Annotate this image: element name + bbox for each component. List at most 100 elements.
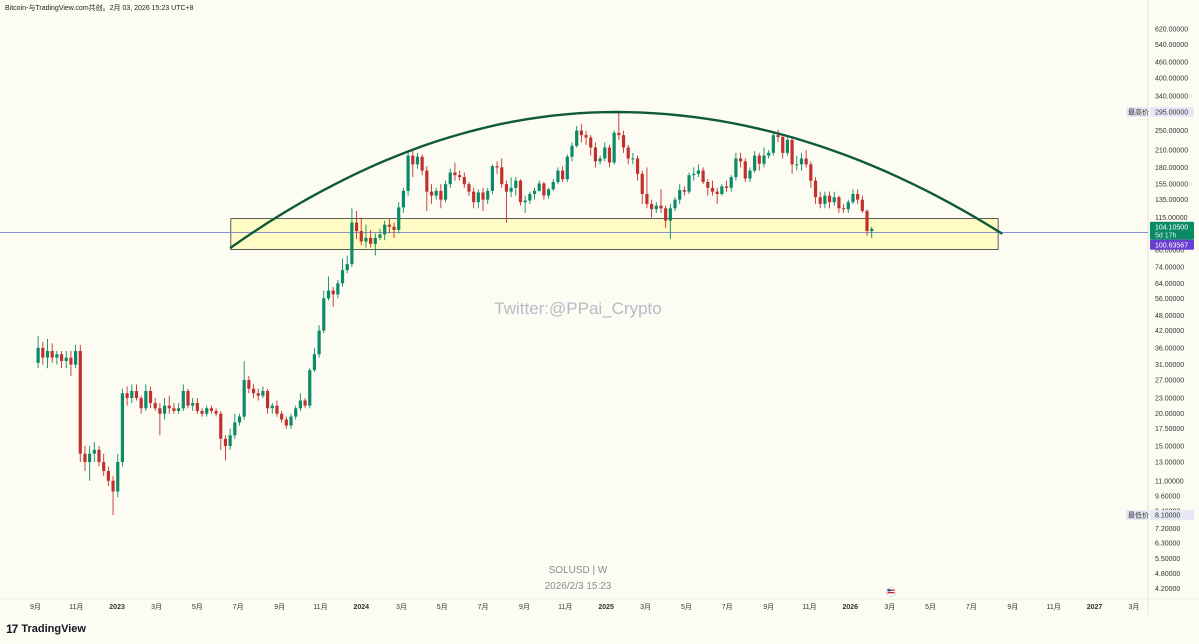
candle-body: [387, 224, 391, 227]
candle-body: [167, 405, 171, 409]
candle-body: [191, 403, 195, 406]
watermark-datetime: 2026/2/3 15:23: [545, 581, 612, 592]
time-tick-label: 3月: [640, 603, 651, 611]
last-price-countdown: 5d 17h: [1155, 232, 1177, 239]
candle-body: [195, 403, 199, 411]
price-tick-label: 6.30000: [1155, 541, 1180, 548]
tradingview-logo[interactable]: 17 TradingView: [6, 622, 86, 636]
price-tick-label: 9.60000: [1155, 494, 1180, 501]
candle-body: [851, 193, 855, 203]
chart-title: Bitcoin-与TradingView.com共创。2月 03, 2026 1…: [5, 5, 194, 12]
candle-body: [69, 357, 73, 365]
support-zone[interactable]: [230, 218, 999, 250]
candle-body: [139, 398, 143, 409]
candle-body: [678, 190, 682, 200]
time-tick-label: 2023: [109, 604, 125, 611]
arc-drawing[interactable]: [229, 110, 1003, 249]
candle-body: [359, 231, 363, 242]
candle-body: [865, 211, 869, 232]
candle-body: [823, 195, 827, 204]
candle-body: [186, 390, 190, 406]
candle-body: [631, 158, 635, 160]
price-tick-label: 17.50000: [1155, 426, 1184, 433]
level-price-value: 100.63567: [1155, 242, 1188, 249]
watermark-group: Twitter:@PPai_Crypto SOLUSD | W 2026/2/3…: [494, 299, 661, 592]
candle-body: [448, 172, 452, 185]
price-tick-label: 4.20000: [1155, 586, 1180, 593]
candle-body: [860, 199, 864, 212]
candle-body: [373, 237, 377, 244]
time-tick-label: 9月: [1007, 603, 1018, 611]
candle-body: [45, 350, 50, 358]
candle-body: [294, 408, 298, 417]
time-tick-label: 9月: [274, 603, 285, 611]
candle-body: [532, 190, 537, 194]
candle-body: [200, 410, 204, 414]
candle-body: [214, 410, 218, 414]
candle-body: [364, 237, 368, 242]
price-tick-label: 27.00000: [1155, 378, 1184, 385]
candle-body: [645, 193, 649, 204]
candle-body: [462, 177, 466, 185]
flag-icon[interactable]: [886, 587, 896, 597]
price-tick-label: 20.00000: [1155, 411, 1184, 418]
candle-body: [312, 354, 317, 371]
candle-body: [317, 330, 321, 355]
candle-body: [724, 186, 729, 188]
candle-body: [228, 435, 232, 446]
candle-body: [542, 183, 546, 196]
candle-body: [420, 156, 424, 171]
price-tick-label: 11.00000: [1155, 478, 1184, 485]
flag-icon-stripe: [887, 589, 895, 591]
chart-header: Bitcoin-与TradingView.com共创。2月 03, 2026 1…: [0, 0, 1199, 16]
price-tick-label: 5.50000: [1155, 556, 1180, 563]
candle-body: [397, 207, 401, 230]
candle-body: [144, 390, 148, 409]
candle-body: [551, 182, 555, 190]
price-tick-label: 250.00000: [1155, 128, 1188, 135]
candle-body: [120, 393, 125, 463]
flag-icon-canton: [887, 589, 891, 592]
candle-body: [682, 190, 686, 192]
candle-body: [710, 187, 715, 192]
time-tick-label: 2026: [843, 604, 859, 611]
candle-body: [125, 393, 129, 399]
time-tick-label: 11月: [69, 603, 83, 611]
candle-body: [434, 190, 438, 196]
candle-body: [575, 130, 579, 146]
time-tick-label: 3月: [884, 603, 895, 611]
candle-body: [219, 413, 223, 439]
time-tick-label: 7月: [722, 603, 733, 611]
price-tick-label: 620.00000: [1155, 26, 1188, 33]
last-price-value: 104.10500: [1155, 224, 1188, 231]
candle-body: [785, 139, 790, 153]
price-axis[interactable]: 620.00000 540.00000 460.00000 400.00000 340.…: [1126, 26, 1194, 593]
time-axis[interactable]: 9月 11月 2023 3月 5月 7月 9月 11月 2024 3月 5月 7月 9月 11月 2025 3…: [30, 603, 1139, 611]
candle-body: [804, 158, 808, 165]
candle-body: [832, 197, 836, 203]
candle-body: [111, 480, 115, 492]
price-tick-label: 64.00000: [1155, 281, 1184, 288]
candle-body: [345, 264, 349, 271]
time-tick-label: 9月: [519, 603, 530, 611]
candle-body: [181, 390, 185, 409]
candle-body: [640, 173, 644, 194]
candle-body: [392, 226, 396, 230]
candle-body: [322, 298, 326, 331]
candle-body: [209, 408, 214, 411]
candle-body: [570, 145, 574, 157]
price-tick-label: 7.20000: [1155, 526, 1180, 533]
candle-body: [701, 170, 705, 183]
candle-body: [495, 166, 499, 168]
time-tick-label: 5月: [437, 603, 448, 611]
low-price-value-bg: [1150, 510, 1194, 521]
time-tick-label: 5月: [192, 603, 203, 611]
candle-body: [411, 155, 415, 165]
price-tick-label: 15.00000: [1155, 443, 1184, 450]
time-tick-label: 2024: [353, 604, 369, 611]
time-tick-label: 11月: [558, 603, 572, 611]
candle-body: [153, 403, 157, 409]
candle-body: [340, 270, 345, 284]
candle-body: [617, 132, 621, 136]
